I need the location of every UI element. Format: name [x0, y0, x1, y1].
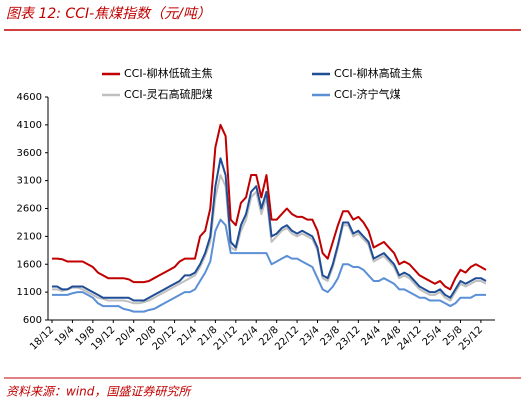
- y-tick-label: 1100: [17, 287, 42, 298]
- x-tick-label: 24/12: [396, 324, 424, 352]
- legend-label: CCI-济宁气煤: [334, 87, 401, 101]
- x-tick-label: 25/12: [457, 324, 485, 352]
- x-tick-label: 18/12: [28, 324, 56, 352]
- x-tick-label: 21/12: [212, 324, 240, 352]
- x-tick-label: 23/12: [334, 324, 362, 352]
- y-tick-label: 3600: [17, 148, 42, 159]
- x-tick-label: 25/4: [421, 324, 445, 348]
- y-tick-label: 600: [23, 315, 42, 326]
- series-line: [52, 123, 487, 291]
- y-tick-label: 1600: [17, 259, 42, 270]
- x-tick-label: 22/4: [237, 324, 261, 348]
- x-tick-label: 22/12: [273, 324, 301, 352]
- series-line: [52, 157, 487, 302]
- x-tick-label: 19/4: [53, 324, 77, 348]
- series-line: [52, 218, 486, 313]
- source: 资料来源：wind，国盛证券研究所: [6, 385, 192, 399]
- x-tick-label: 19/12: [89, 324, 117, 352]
- y-tick-label: 4100: [17, 120, 42, 131]
- legend-label: CCI-柳林高硫主焦: [334, 66, 423, 80]
- y-tick-label: 4600: [17, 92, 42, 103]
- legend-label: CCI-灵石高硫肥煤: [124, 87, 213, 101]
- x-tick-label: 20/4: [114, 324, 138, 348]
- y-tick-label: 3100: [17, 176, 42, 187]
- x-tick-label: 20/12: [151, 324, 179, 352]
- x-tick-label: 21/4: [176, 324, 200, 348]
- y-tick-label: 2600: [17, 204, 42, 215]
- x-tick-label: 24/4: [359, 324, 383, 348]
- chart-title: 图表 12: CCI-焦煤指数（元/吨）: [6, 6, 211, 22]
- x-tick-label: 23/4: [298, 324, 322, 348]
- legend-label: CCI-柳林低硫主焦: [124, 66, 213, 80]
- y-tick-label: 2100: [17, 231, 42, 242]
